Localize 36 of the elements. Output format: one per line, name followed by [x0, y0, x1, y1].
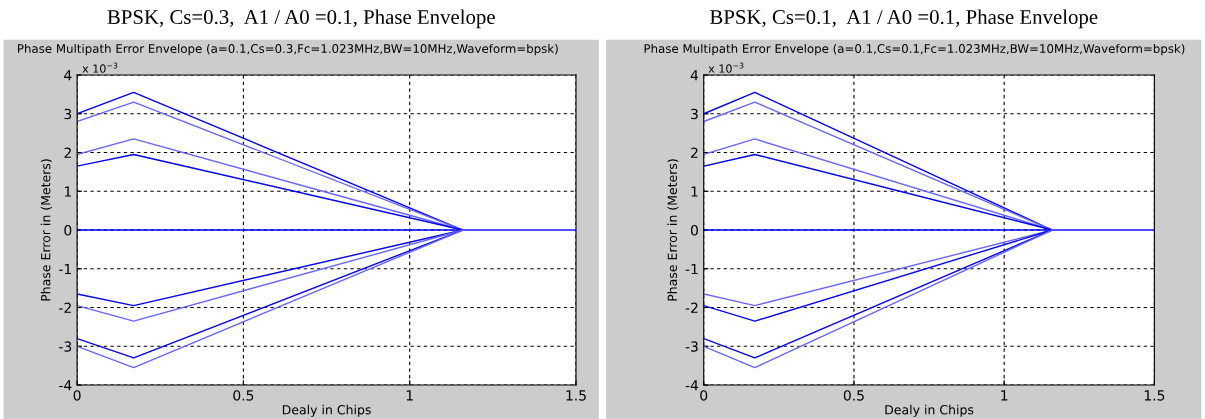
x-axis-title: Dealy in Chips [885, 404, 974, 417]
y-tick-label: 2 [64, 147, 71, 158]
x-tick-label: 0.5 [233, 390, 254, 401]
chart-title: BPSK, Cs=0.3, A1 / A0 =0.1, Phase Envelope [107, 9, 495, 29]
y-tick-label: 3 [691, 108, 698, 120]
y-tick-label: -3 [59, 341, 72, 352]
y-tick-label: 4 [690, 70, 699, 81]
y-tick-label: -2 [685, 302, 698, 313]
y-tick-label: -1 [685, 263, 698, 275]
y-tick-label: -4 [59, 380, 72, 391]
x-tick-label: 1 [406, 390, 413, 401]
y-tick-label: 2 [691, 147, 698, 158]
y-tick-label: -3 [685, 341, 698, 352]
x-tick-label: 1.5 [566, 390, 586, 401]
x-tick-label: 1.5 [1144, 390, 1165, 401]
chart-subtitle: Phase Multipath Error Envelope (a=0.1,Cs=0.1,Fc=1.023MHz,BW=10MHz,Waveform=bpsk) [644, 43, 1185, 56]
y-tick-label: 1 [64, 186, 71, 197]
text: x 10$^{−3}$ [708, 62, 744, 73]
y-tick-label: -2 [59, 302, 71, 313]
y-tick-label: 0 [690, 225, 698, 236]
chart-subtitle: Phase Multipath Error Envelope (a=0.1,Cs=0.3,Fc=1.023MHz,BW=10MHz,Waveform=bpsk) [18, 43, 558, 56]
y-axis-title: Phase Error in (Meters) [667, 159, 679, 301]
x-axis-title: Dealy in Chips [282, 404, 371, 417]
y-axis-title: Phase Error in (Meters) [40, 159, 52, 301]
x-tick-label: 0.5 [843, 390, 864, 401]
text: x 10$^{−3}$ [82, 62, 118, 73]
x-tick-label: 0 [73, 390, 81, 401]
x-tick-label: 1 [1001, 390, 1008, 401]
chart-title: BPSK, Cs=0.1, A1 / A0 =0.1, Phase Envelope [710, 9, 1098, 29]
y-tick-label: -4 [685, 380, 699, 391]
y-tick-label: 4 [64, 70, 72, 81]
y-tick-label: 0 [64, 225, 72, 236]
y-tick-label: -1 [59, 263, 71, 275]
y-tick-label: 3 [64, 108, 72, 120]
y-tick-label: 1 [691, 186, 698, 197]
x-tick-label: 0 [700, 390, 708, 401]
